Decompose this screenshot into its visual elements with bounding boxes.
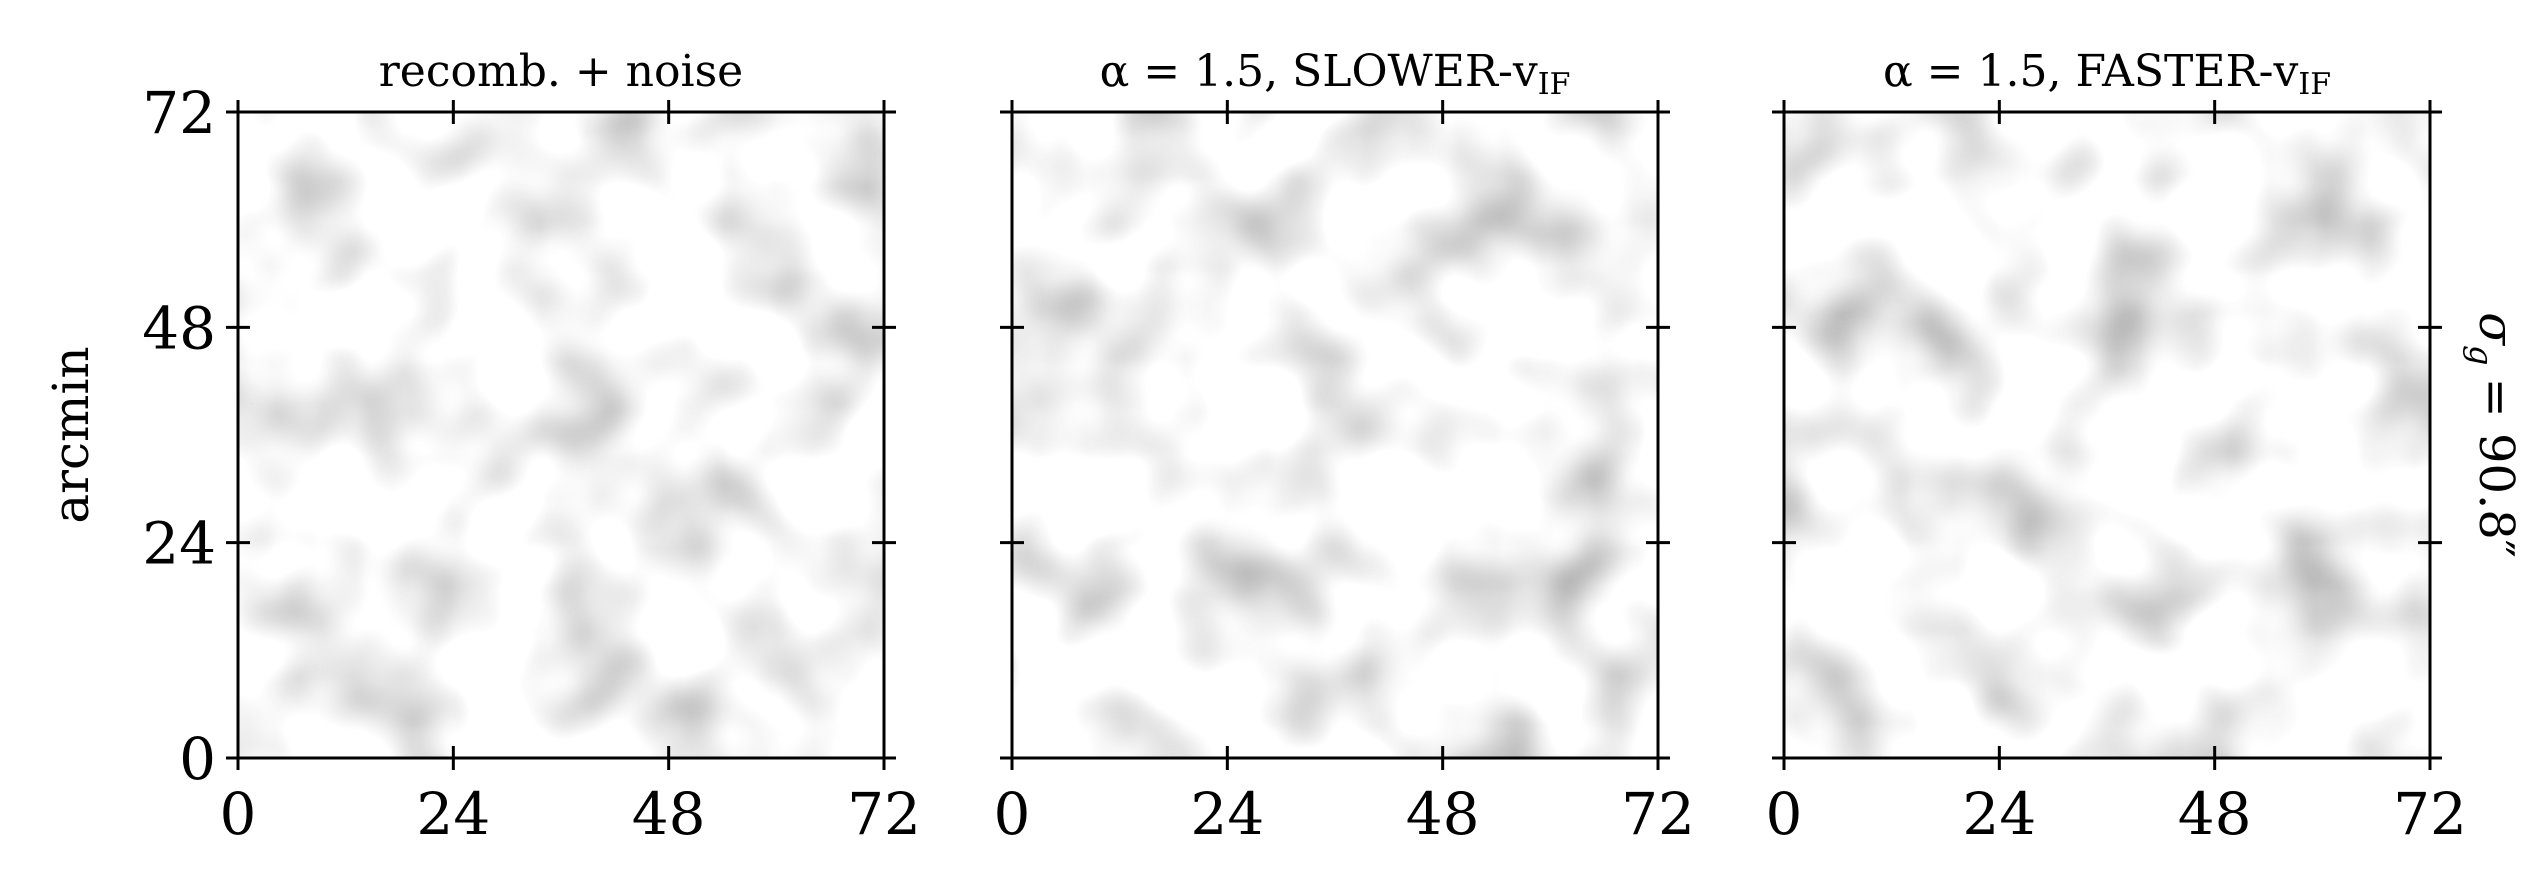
plot-frame [1782, 110, 2432, 760]
x-tick-label: 24 [1962, 780, 2036, 848]
chart-title: α = 1.5, FASTER-vIF [1883, 46, 2331, 102]
x-tick-label: 48 [632, 780, 706, 848]
annotation-subscript: g [2462, 345, 2500, 365]
annotation-text: = 90.8″ [2468, 377, 2524, 557]
chart-title: recomb. + noise [379, 46, 743, 97]
x-tick-label: 72 [1621, 780, 1695, 848]
x-tick-label: 0 [994, 780, 1031, 848]
x-tick-label: 24 [1190, 780, 1264, 848]
image-map [1784, 112, 2430, 758]
x-tick-label: 0 [1766, 780, 1803, 848]
y-tick-label: 72 [142, 79, 216, 147]
title-text: α = 1.5, SLOWER-v [1100, 46, 1538, 97]
x-tick-label: 48 [1406, 780, 1480, 848]
title-subscript: IF [2298, 67, 2331, 102]
plot-frame [236, 110, 886, 760]
title-text: α = 1.5, FASTER-v [1883, 46, 2299, 97]
annotation-symbol: σ [2468, 312, 2524, 346]
x-tick-label: 72 [847, 780, 921, 848]
x-tick-label: 24 [416, 780, 490, 848]
chart-title: α = 1.5, SLOWER-vIF [1100, 46, 1571, 102]
title-text: recomb. + noise [379, 46, 743, 97]
y-tick-label: 24 [142, 510, 216, 578]
y-tick-label: 0 [179, 725, 216, 793]
annotation: σg = 90.8″ [2462, 312, 2524, 558]
y-axis-label: arcmin [42, 346, 100, 523]
x-tick-label: 0 [220, 780, 257, 848]
image-map [1012, 112, 1658, 758]
image-map [238, 112, 884, 758]
plot-frame [1010, 110, 1660, 760]
x-tick-label: 72 [2393, 780, 2467, 848]
x-tick-label: 48 [2178, 780, 2252, 848]
y-tick-label: 48 [142, 294, 216, 362]
title-subscript: IF [1538, 67, 1571, 102]
